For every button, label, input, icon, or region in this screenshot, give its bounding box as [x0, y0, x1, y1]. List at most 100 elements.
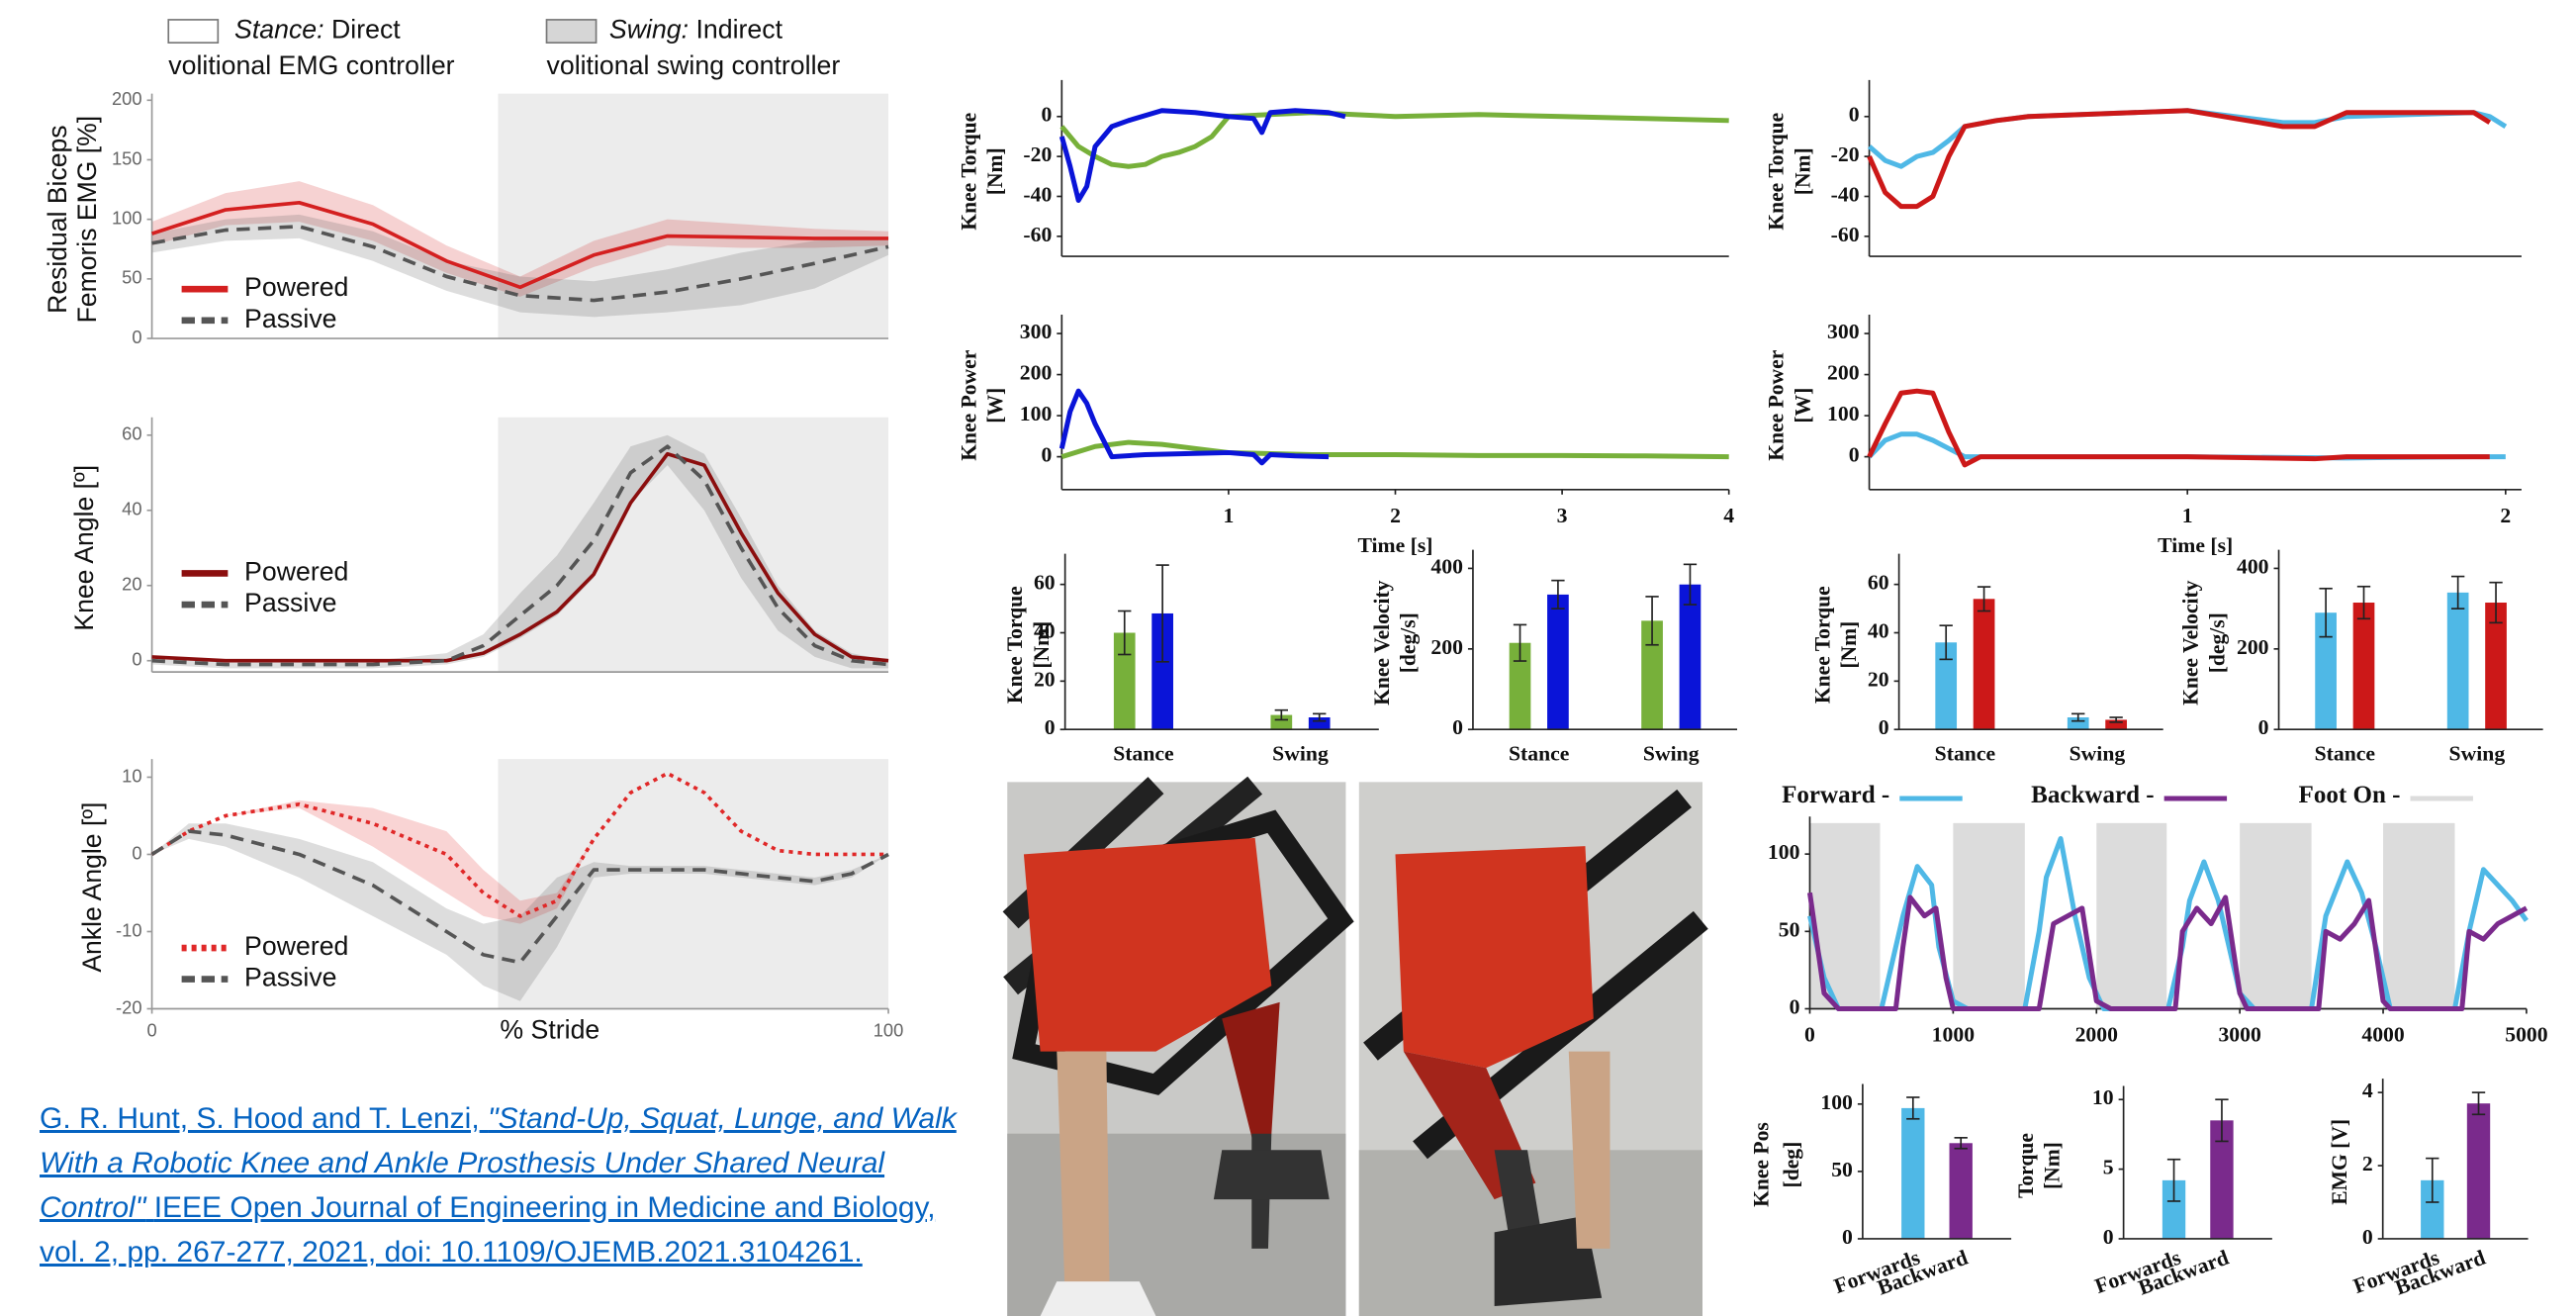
swing-text: Indirect — [696, 15, 783, 45]
y-tick-label: 40 — [122, 499, 141, 519]
bar — [2447, 593, 2469, 729]
y-tick-label: 4 — [2362, 1079, 2373, 1102]
stance-key: Stance: — [234, 15, 324, 45]
bar — [2467, 1103, 2490, 1239]
legend-label: Powered — [244, 557, 348, 587]
x-tick-label: Stance — [2315, 742, 2376, 766]
bar — [1950, 1143, 1973, 1239]
x-tick-label: Backward — [2392, 1246, 2489, 1300]
x-axis-label: Time [s] — [2158, 533, 2233, 557]
citation-source[interactable]: IEEE Open Journal of Engineering in Medi… — [40, 1191, 936, 1269]
x-tick-label: Swing — [2070, 742, 2126, 766]
y-tick-label: -20 — [1023, 142, 1052, 166]
y-tick-label: 0 — [1041, 443, 1052, 467]
chart: ForwardsBackward024EMG [V] — [2328, 1079, 2529, 1300]
legend-label: Powered — [244, 272, 348, 302]
bar — [2353, 603, 2375, 729]
legend-label: Passive — [244, 304, 336, 333]
x-axis-label: % Stride — [500, 1015, 599, 1045]
y-tick-label: 200 — [1430, 635, 1463, 659]
y-axis-label: Knee Velocity — [2179, 580, 2203, 705]
x-tick-label: 2 — [1390, 504, 1401, 527]
y-axis-label: Knee Pos — [1750, 1122, 1774, 1207]
y-tick-label: -60 — [1023, 223, 1052, 246]
x-tick-label: Swing — [2449, 742, 2506, 766]
y-axis-label: Knee Torque — [1765, 112, 1789, 230]
y-tick-label: 200 — [112, 88, 142, 109]
x-tick-label: Swing — [1272, 742, 1329, 766]
x-axis-label: Time [s] — [1357, 533, 1432, 557]
stance-text: Direct — [331, 15, 401, 45]
y-tick-label: 100 — [1768, 840, 1800, 864]
foot-on-region — [2383, 823, 2454, 1009]
x-tick-label: Swing — [1643, 742, 1700, 766]
chart: ForwardsBackward050100Knee Pos[deg] — [1750, 1084, 2011, 1300]
y-tick-label: 400 — [1430, 554, 1463, 578]
y-tick-label: 200 — [1020, 361, 1053, 385]
x-tick-label: 3000 — [2218, 1023, 2260, 1047]
citation[interactable]: G. R. Hunt, S. Hood and T. Lenzi, "Stand… — [40, 1096, 974, 1274]
y-tick-label: 0 — [1879, 715, 1889, 739]
citation-authors[interactable]: G. R. Hunt, S. Hood and T. Lenzi, — [40, 1102, 480, 1135]
y-axis-label: Knee Power — [1765, 349, 1789, 460]
y-tick-label: 0 — [2362, 1225, 2373, 1249]
y-tick-label: 100 — [1820, 1090, 1853, 1114]
y-tick-label: -40 — [1831, 182, 1860, 206]
y-tick-label: 5 — [2103, 1156, 2114, 1179]
y-tick-label: 10 — [2092, 1085, 2114, 1109]
legend-label: Foot On - — [2299, 782, 2401, 808]
y-tick-label: 100 — [1827, 402, 1860, 425]
bar — [1547, 595, 1569, 729]
y-tick-label: 20 — [1868, 667, 1889, 691]
series-line — [1870, 111, 2490, 207]
y-axis-label: Knee Torque — [1810, 586, 1834, 704]
x-tick-label: Stance — [1935, 742, 1996, 766]
stance-label: Stance: Direct — [234, 15, 401, 45]
y-axis-label: Knee Torque — [1003, 586, 1027, 704]
y-tick-label: 2 — [2362, 1152, 2373, 1175]
swing-swatch — [547, 20, 597, 43]
y-tick-label: 200 — [1827, 361, 1860, 385]
y-axis-label: [W] — [983, 388, 1007, 423]
swing-text: volitional swing controller — [547, 50, 841, 80]
y-tick-label: 100 — [112, 208, 142, 229]
legend-label: Forward - — [1782, 782, 1889, 808]
y-axis-label: Torque — [2014, 1133, 2038, 1198]
legend-label: Passive — [244, 588, 336, 617]
x-tick-label: Stance — [1113, 742, 1174, 766]
y-axis-label: Knee Angle [º] — [69, 465, 99, 631]
header-legend: Stance: Direct volitional EMG controller… — [168, 15, 840, 80]
series-line — [1870, 111, 2506, 167]
y-axis-label: Residual Biceps — [43, 125, 72, 313]
y-tick-label: -10 — [116, 919, 142, 940]
photo-1 — [1007, 782, 1345, 1316]
y-axis-label: EMG [V] — [2328, 1119, 2351, 1205]
y-axis-label: Knee Torque — [957, 112, 980, 230]
y-axis-label: Knee Power — [957, 349, 980, 460]
y-axis-label: [Nm] — [1791, 147, 1814, 195]
foot-on-region — [2240, 823, 2311, 1009]
bar — [1680, 585, 1702, 730]
chart: -60-40-200Knee Torque[Nm] — [957, 80, 1728, 256]
x-tick-label: 1 — [2182, 504, 2193, 527]
series-line — [1061, 113, 1728, 166]
y-axis-label: Knee Velocity — [1370, 580, 1394, 705]
chart: 050100150200Residual BicepsFemoris EMG [… — [43, 88, 888, 347]
x-tick-label: 5000 — [2505, 1023, 2547, 1047]
y-tick-label: -60 — [1831, 223, 1860, 246]
y-tick-label: 0 — [1849, 103, 1860, 127]
x-tick-label: 1 — [1223, 504, 1234, 527]
y-tick-label: 300 — [1827, 320, 1860, 343]
y-tick-label: 150 — [112, 147, 142, 168]
photo-2 — [1359, 782, 1702, 1316]
x-tick-label: 2000 — [2075, 1023, 2118, 1047]
stance-text: volitional EMG controller — [168, 50, 454, 80]
y-tick-label: 50 — [122, 267, 141, 288]
y-tick-label: 0 — [1045, 715, 1056, 739]
